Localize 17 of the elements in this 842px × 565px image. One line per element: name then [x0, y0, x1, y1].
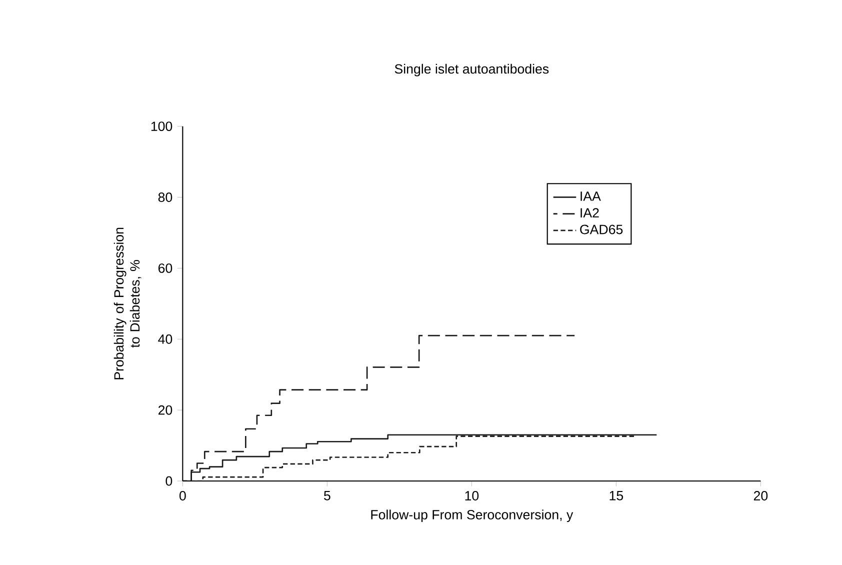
legend-label: GAD65 — [580, 224, 623, 234]
x-tick-label: 5 — [324, 491, 330, 500]
y-axis-title: Probability of Progression to Diabetes, % — [114, 228, 142, 380]
y-tick-label: 80 — [158, 192, 172, 202]
x-tick-label: 10 — [465, 491, 479, 500]
chart-title: Single islet autoantibodies — [394, 64, 549, 76]
y-tick-label: 60 — [158, 263, 172, 273]
x-tick-label: 20 — [754, 491, 768, 500]
legend-label: IA2 — [580, 208, 599, 218]
y-tick-label: 40 — [158, 334, 172, 344]
y-tick-label: 20 — [158, 405, 172, 415]
x-axis-title: Follow-up From Seroconversion, y — [371, 510, 574, 522]
legend-label: IAA — [580, 192, 601, 201]
x-tick-label: 0 — [179, 491, 186, 500]
y-tick-label: 0 — [166, 476, 172, 486]
x-tick-label: 15 — [610, 491, 624, 500]
y-tick-label: 100 — [151, 122, 172, 132]
